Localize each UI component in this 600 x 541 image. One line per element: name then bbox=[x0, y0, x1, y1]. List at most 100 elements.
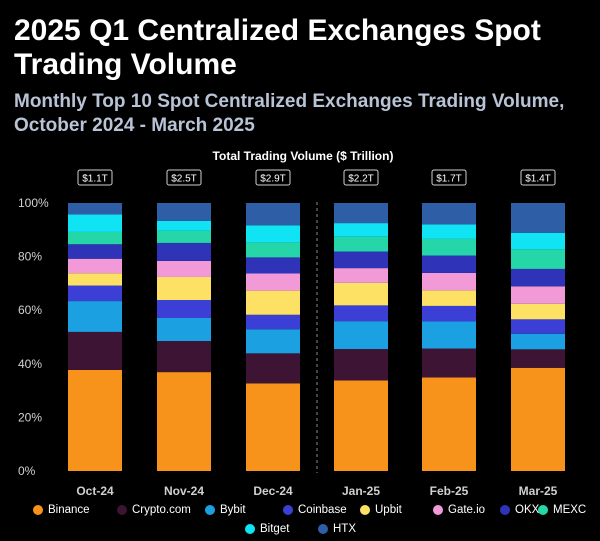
total-badge bbox=[431, 169, 467, 186]
bar-segment-upbit bbox=[246, 290, 300, 315]
bar-segment-bybit bbox=[334, 321, 388, 350]
bar-segment-gate-io bbox=[422, 272, 476, 291]
legend-swatch bbox=[33, 505, 43, 515]
legend-item: Bitget bbox=[245, 523, 289, 535]
bar-segment-bitget bbox=[246, 225, 300, 243]
chart-title: Total Trading Volume ($ Trillion) bbox=[213, 149, 394, 163]
bar-segment-coinbase bbox=[68, 285, 122, 302]
legend-label: MEXC bbox=[553, 504, 587, 516]
legend-item: Binance bbox=[33, 504, 90, 516]
legend-item: MEXC bbox=[538, 504, 586, 516]
bar-segment-bitget bbox=[157, 220, 211, 231]
x-tick-label: Nov-24 bbox=[164, 484, 204, 498]
total-badge-label: $1.7T bbox=[436, 174, 462, 185]
legend-swatch bbox=[117, 505, 127, 515]
legend-item: Crypto.com bbox=[117, 504, 191, 516]
legend-label: Bybit bbox=[220, 504, 246, 516]
bar-segment-bitget bbox=[68, 214, 122, 232]
bar-segment-crypto-com bbox=[334, 349, 388, 381]
legend-swatch bbox=[360, 505, 370, 515]
y-tick-label: 80% bbox=[18, 250, 42, 264]
bar-segment-upbit bbox=[68, 273, 122, 286]
bar-segment-mexc bbox=[334, 236, 388, 252]
bar-segment-coinbase bbox=[157, 300, 211, 318]
bar-segment-bybit bbox=[511, 333, 565, 350]
x-tick-label: Mar-25 bbox=[519, 484, 558, 498]
bar-segment-binance bbox=[334, 380, 388, 471]
total-badge bbox=[520, 169, 556, 186]
total-badge bbox=[166, 169, 202, 186]
total-badge-label: $1.4T bbox=[525, 174, 551, 185]
y-tick-label: 100% bbox=[18, 196, 49, 210]
bar-segment-coinbase bbox=[422, 305, 476, 322]
bar-segment-crypto-com bbox=[422, 348, 476, 378]
legend-label: Upbit bbox=[375, 504, 402, 516]
bar-segment-coinbase bbox=[511, 319, 565, 334]
bar-segment-okx bbox=[334, 251, 388, 269]
bar-segment-gate-io bbox=[511, 286, 565, 304]
total-badge bbox=[343, 169, 379, 186]
legend-label: Gate.io bbox=[448, 504, 486, 516]
bar-segment-mexc bbox=[157, 230, 211, 243]
legend-swatch bbox=[245, 524, 255, 534]
legend-label: Binance bbox=[48, 504, 90, 516]
legend-item: HTX bbox=[318, 523, 356, 535]
bar-segment-upbit bbox=[334, 282, 388, 306]
bar-segment-gate-io bbox=[157, 260, 211, 277]
y-tick-label: 40% bbox=[18, 357, 42, 371]
bar-segment-bitget bbox=[511, 232, 565, 250]
bar-segment-coinbase bbox=[246, 314, 300, 330]
legend-row: Binance Crypto.com Bybit Coinbase Upbit Gate.… bbox=[0, 504, 600, 520]
bar-segment-okx bbox=[246, 257, 300, 274]
legend-swatch bbox=[318, 524, 328, 534]
total-badge bbox=[77, 169, 113, 186]
bar-segment-mexc bbox=[422, 238, 476, 256]
legend-label: OKX bbox=[515, 504, 540, 516]
bar-segment-binance bbox=[157, 372, 211, 471]
bar-segment-coinbase bbox=[334, 305, 388, 322]
total-badge-label: $2.2T bbox=[348, 174, 374, 185]
bar-segment-bitget bbox=[334, 223, 388, 237]
legend-row: Bitget HTX bbox=[0, 523, 600, 539]
total-badge-label: $2.5T bbox=[171, 174, 197, 185]
page-subtitle: Monthly Top 10 Spot Centralized Exchange… bbox=[14, 91, 565, 136]
y-tick-label: 0% bbox=[18, 464, 36, 478]
bar-segment-bybit bbox=[157, 317, 211, 342]
bar-segment-upbit bbox=[511, 303, 565, 320]
bar-segment-binance bbox=[246, 383, 300, 471]
legend-item: Gate.io bbox=[433, 504, 485, 516]
y-tick-label: 60% bbox=[18, 303, 42, 317]
legend-label: Bitget bbox=[260, 523, 290, 535]
bar-segment-binance bbox=[68, 369, 122, 471]
legend-item: Coinbase bbox=[283, 504, 347, 516]
bar-segment-binance bbox=[422, 377, 476, 471]
page-title: 2025 Q1 Centralized Exchanges Spot Tradi… bbox=[14, 14, 541, 81]
total-badge-label: $2.9T bbox=[260, 174, 286, 185]
legend-item: Bybit bbox=[205, 504, 246, 516]
legend-item: OKX bbox=[500, 504, 539, 516]
bar-segment-gate-io bbox=[246, 273, 300, 291]
bar-segment-bitget bbox=[422, 224, 476, 239]
bar-segment-htx bbox=[157, 203, 211, 221]
bar-segment-bybit bbox=[68, 301, 122, 332]
legend-label: Coinbase bbox=[298, 504, 347, 516]
bar-segment-upbit bbox=[157, 276, 211, 301]
x-tick-label: Jan-25 bbox=[342, 484, 380, 498]
total-badge-label: $1.1T bbox=[82, 174, 108, 185]
stacked-bar-chart: Total Trading Volume ($ Trillion) 0% 20% 40… bbox=[18, 149, 565, 498]
x-tick-label: Oct-24 bbox=[76, 484, 114, 498]
bar-segment-crypto-com bbox=[246, 353, 300, 384]
bar-segment-bybit bbox=[422, 321, 476, 349]
bar-segment-htx bbox=[511, 203, 565, 233]
bar-segment-htx bbox=[246, 203, 300, 226]
legend-label: HTX bbox=[333, 523, 356, 535]
bar-segment-okx bbox=[68, 244, 122, 259]
bar-segment-crypto-com bbox=[157, 341, 211, 373]
legend-item: Upbit bbox=[360, 504, 402, 516]
legend-swatch bbox=[500, 505, 510, 515]
x-tick-label: Dec-24 bbox=[253, 484, 293, 498]
total-badge bbox=[255, 169, 291, 186]
bar-segment-okx bbox=[422, 255, 476, 273]
bar-segment-okx bbox=[157, 242, 211, 261]
legend-swatch bbox=[283, 505, 293, 515]
